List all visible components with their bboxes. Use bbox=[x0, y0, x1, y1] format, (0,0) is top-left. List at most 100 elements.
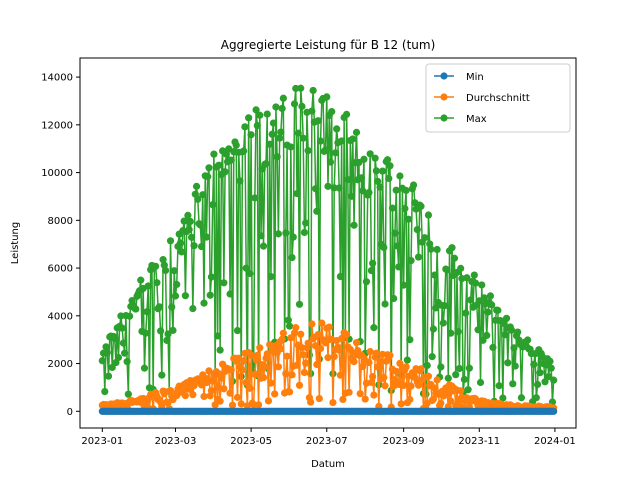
data-point-max bbox=[158, 371, 166, 379]
data-point-max bbox=[486, 292, 495, 300]
data-point-max bbox=[214, 332, 222, 340]
data-point-max bbox=[124, 390, 132, 398]
data-point-durchschnitt bbox=[304, 339, 312, 347]
y-tick-label: 10000 bbox=[41, 168, 73, 179]
data-point-max bbox=[401, 205, 409, 213]
data-point-max bbox=[476, 378, 485, 387]
data-point-max bbox=[499, 394, 507, 402]
data-point-max bbox=[170, 267, 178, 275]
data-point-durchschnitt bbox=[307, 398, 315, 406]
data-point-max bbox=[293, 190, 301, 198]
x-tick-label: 2023-03 bbox=[155, 436, 197, 447]
data-point-durchschnitt bbox=[396, 359, 404, 368]
data-point-max bbox=[166, 237, 175, 245]
data-point-max bbox=[210, 150, 218, 158]
data-point-durchschnitt bbox=[256, 344, 264, 352]
data-point-max bbox=[432, 304, 440, 312]
data-point-max bbox=[437, 363, 445, 371]
data-point-max bbox=[274, 230, 282, 238]
data-point-max bbox=[192, 182, 201, 190]
data-point-max bbox=[421, 234, 429, 242]
data-point-max bbox=[546, 357, 554, 365]
data-point-max bbox=[381, 300, 389, 308]
data-point-max bbox=[142, 329, 150, 337]
data-point-max bbox=[232, 141, 240, 149]
data-point-max bbox=[304, 147, 312, 155]
data-point-durchschnitt bbox=[336, 371, 344, 379]
data-point-max bbox=[199, 191, 207, 199]
data-point-durchschnitt bbox=[242, 378, 250, 386]
data-point-max bbox=[350, 221, 358, 229]
data-point-max bbox=[517, 394, 526, 402]
data-point-durchschnitt bbox=[359, 362, 367, 371]
data-point-max bbox=[484, 308, 492, 316]
data-point-durchschnitt bbox=[259, 373, 268, 382]
y-tick-label: 0 bbox=[67, 407, 73, 418]
data-point-durchschnitt bbox=[293, 361, 301, 369]
data-point-max bbox=[371, 154, 379, 162]
data-point-max bbox=[259, 242, 268, 250]
data-point-max bbox=[465, 364, 473, 372]
data-point-max bbox=[390, 294, 398, 303]
data-point-max bbox=[298, 102, 306, 110]
data-point-durchschnitt bbox=[181, 392, 189, 400]
y-tick-label: 2000 bbox=[48, 359, 73, 370]
data-point-durchschnitt bbox=[254, 401, 263, 409]
data-point-max bbox=[278, 104, 286, 113]
data-point-durchschnitt bbox=[220, 385, 228, 393]
data-point-max bbox=[331, 149, 340, 157]
data-point-max bbox=[336, 272, 344, 281]
data-point-max bbox=[246, 269, 254, 278]
data-point-max bbox=[367, 266, 375, 275]
data-point-max bbox=[333, 125, 341, 133]
data-point-max bbox=[111, 335, 119, 343]
data-point-durchschnitt bbox=[380, 373, 388, 382]
data-point-max bbox=[407, 257, 415, 265]
data-point-max bbox=[463, 274, 471, 282]
data-point-max bbox=[471, 279, 480, 287]
data-point-max bbox=[447, 329, 455, 337]
data-point-max bbox=[155, 303, 163, 311]
data-point-max bbox=[352, 128, 361, 136]
data-point-max bbox=[423, 361, 431, 370]
data-point-durchschnitt bbox=[316, 344, 325, 353]
data-point-max bbox=[209, 201, 217, 209]
data-point-max bbox=[536, 369, 544, 377]
data-point-max bbox=[126, 312, 134, 320]
data-point-durchschnitt bbox=[424, 372, 433, 380]
data-point-max bbox=[349, 135, 357, 143]
data-point-max bbox=[163, 336, 171, 344]
data-point-durchschnitt bbox=[274, 363, 282, 371]
data-point-max bbox=[178, 248, 186, 256]
data-point-max bbox=[123, 358, 131, 366]
data-point-max bbox=[478, 281, 486, 289]
data-point-max bbox=[108, 363, 116, 372]
data-point-durchschnitt bbox=[261, 363, 269, 371]
x-tick-label: 2023-05 bbox=[230, 436, 272, 447]
data-point-max bbox=[360, 155, 368, 163]
data-point-max bbox=[444, 374, 452, 382]
plot-area bbox=[98, 84, 558, 415]
data-point-durchschnitt bbox=[376, 357, 384, 365]
data-point-max bbox=[335, 184, 343, 192]
data-point-max bbox=[502, 314, 511, 322]
data-point-max bbox=[284, 316, 292, 324]
axes-frame bbox=[79, 57, 577, 429]
data-point-max bbox=[433, 245, 441, 254]
data-point-max bbox=[227, 156, 235, 164]
data-point-max bbox=[114, 353, 123, 362]
data-point-max bbox=[460, 375, 468, 384]
data-point-max bbox=[440, 302, 449, 310]
data-point-max bbox=[347, 192, 356, 200]
data-point-max bbox=[547, 364, 555, 372]
data-point-max bbox=[103, 349, 111, 357]
data-point-max bbox=[288, 253, 296, 262]
data-point-durchschnitt bbox=[233, 393, 242, 401]
data-point-max bbox=[101, 388, 109, 396]
data-point-max bbox=[380, 243, 388, 251]
data-point-durchschnitt bbox=[267, 379, 275, 387]
data-point-max bbox=[300, 228, 309, 237]
data-point-max bbox=[507, 326, 516, 334]
chart-title: Aggregierte Leistung für B 12 (tum) bbox=[221, 38, 436, 52]
data-point-durchschnitt bbox=[295, 381, 304, 389]
